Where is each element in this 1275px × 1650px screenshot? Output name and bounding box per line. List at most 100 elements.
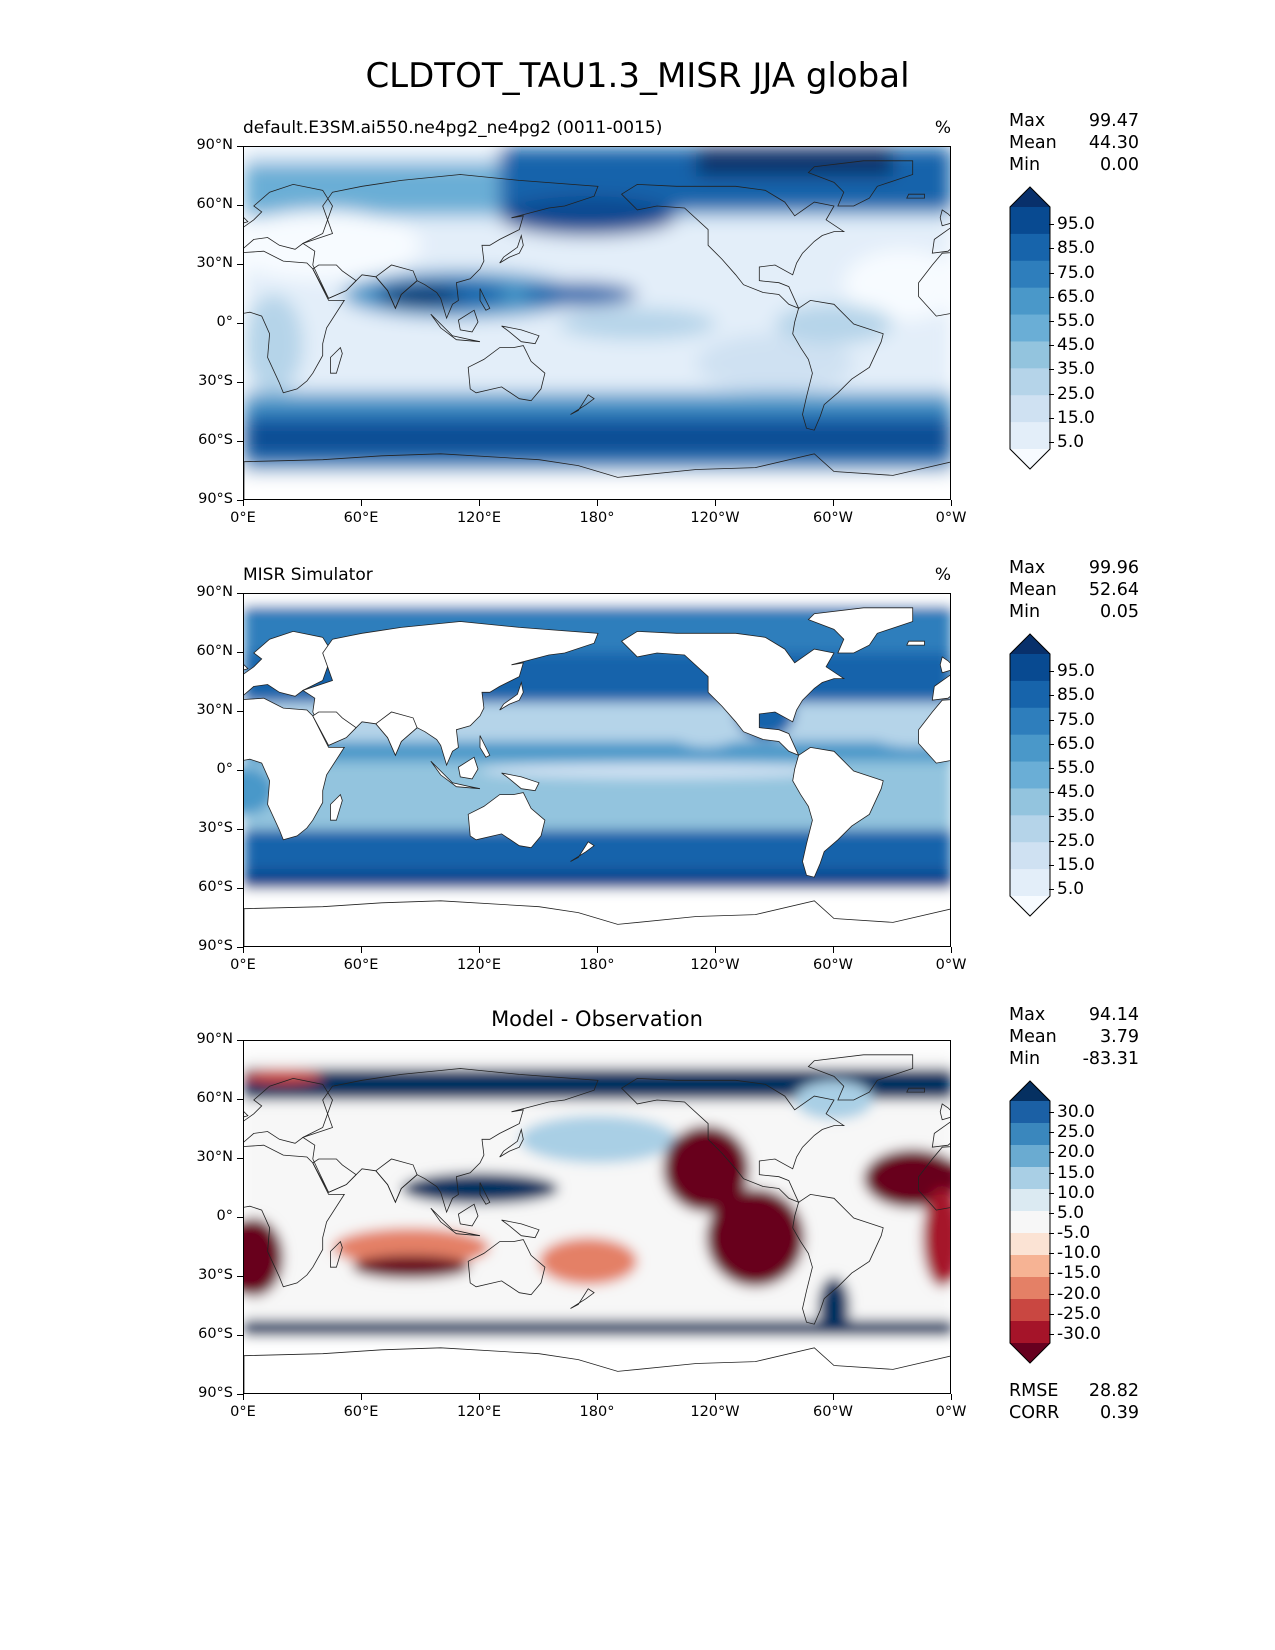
lon-tick-mark <box>833 500 835 506</box>
stat-value: 99.47 <box>1088 111 1139 131</box>
colorbar <box>1009 1080 1051 1364</box>
lat-tick-mark <box>237 593 243 595</box>
lon-tick-mark <box>361 947 363 953</box>
colorbar-tick <box>1049 792 1054 794</box>
stat-max: Max 99.96 <box>1009 557 1139 579</box>
colorbar-label: 65.0 <box>1057 733 1095 754</box>
metric-label: CORR <box>1009 1403 1060 1423</box>
lat-tick-mark <box>237 829 243 831</box>
stat-value: 52.64 <box>1088 580 1139 600</box>
colorbar <box>1009 633 1051 917</box>
lat-tick-mark <box>237 441 243 443</box>
panel-title: default.E3SM.ai550.ne4pg2_ne4pg2 (0011-0… <box>243 118 663 138</box>
stat-label: Min <box>1009 1049 1041 1069</box>
units-label: % <box>934 565 951 585</box>
lat-tick-mark <box>237 1099 243 1101</box>
lon-tick-mark <box>479 1394 481 1400</box>
lat-tick-label: 30°N <box>196 702 233 718</box>
colorbar-tick <box>1049 816 1054 818</box>
colorbar-tick <box>1049 695 1054 697</box>
stat-value: 0.00 <box>1100 155 1139 175</box>
metrics-block: RMSE 28.82 CORR 0.39 <box>1009 1380 1139 1424</box>
stat-value: -83.31 <box>1082 1049 1139 1069</box>
lat-tick-label: 30°N <box>196 255 233 271</box>
colorbar-label: 20.0 <box>1057 1142 1095 1163</box>
metric-label: RMSE <box>1009 1381 1059 1401</box>
colorbar-label: 25.0 <box>1057 830 1095 851</box>
colorbar-label: 55.0 <box>1057 757 1095 778</box>
lon-tick-label: 0°E <box>230 957 256 973</box>
stat-label: Min <box>1009 155 1041 175</box>
lat-tick-mark <box>237 1276 243 1278</box>
colorbar-tick <box>1049 417 1054 419</box>
colorbar-tick <box>1049 719 1054 721</box>
colorbar-tick <box>1049 369 1054 371</box>
lon-tick-label: 0°E <box>230 510 256 526</box>
colorbar-tick <box>1049 1112 1054 1114</box>
lon-tick-label: 60°E <box>343 957 379 973</box>
colorbar-label: 5.0 <box>1057 1202 1085 1223</box>
lon-tick-label: 60°E <box>343 510 379 526</box>
colorbar-tick <box>1049 888 1054 890</box>
lon-tick-label: 180° <box>579 1404 615 1420</box>
stat-max: Max 99.47 <box>1009 110 1139 132</box>
stat-min: Min 0.05 <box>1009 601 1139 623</box>
lon-tick-mark <box>243 947 245 953</box>
lon-tick-mark <box>833 1394 835 1400</box>
colorbar-label: -30.0 <box>1057 1323 1101 1344</box>
stat-max: Max 94.14 <box>1009 1004 1139 1026</box>
colorbar-label: 10.0 <box>1057 1182 1095 1203</box>
lat-tick-mark <box>237 1335 243 1337</box>
lon-tick-label: 180° <box>579 510 615 526</box>
lat-tick-mark <box>237 711 243 713</box>
stats-block: Max 99.96 Mean 52.64 Min 0.05 <box>1009 557 1139 623</box>
lat-tick-label: 90°N <box>196 584 233 600</box>
colorbar-label: 95.0 <box>1057 214 1095 235</box>
colorbar-tick <box>1049 320 1054 322</box>
colorbar-label: -20.0 <box>1057 1283 1101 1304</box>
colorbar-label: 45.0 <box>1057 782 1095 803</box>
stat-label: Max <box>1009 1005 1046 1025</box>
coastlines <box>244 607 950 946</box>
colorbar-tick <box>1049 393 1054 395</box>
stat-value: 94.14 <box>1088 1005 1139 1025</box>
lon-tick-mark <box>833 947 835 953</box>
lon-tick-mark <box>479 500 481 506</box>
colorbar-tick <box>1049 671 1054 673</box>
colorbar-label: 85.0 <box>1057 238 1095 259</box>
contour-field <box>244 147 950 499</box>
colorbar-label: 25.0 <box>1057 1122 1095 1143</box>
map-plot <box>244 1041 950 1393</box>
colorbar-tick <box>1049 767 1054 769</box>
stat-label: Max <box>1009 111 1046 131</box>
stats-block: Max 99.47 Mean 44.30 Min 0.00 <box>1009 110 1139 176</box>
stat-label: Mean <box>1009 1027 1057 1047</box>
lat-tick-label: 60°N <box>196 1090 233 1106</box>
lat-tick-label: 60°S <box>198 432 233 448</box>
lat-tick-label: 60°N <box>196 643 233 659</box>
lon-tick-mark <box>361 1394 363 1400</box>
lon-tick-mark <box>243 1394 245 1400</box>
colorbar-label: 15.0 <box>1057 854 1095 875</box>
lat-tick-label: 60°S <box>198 1326 233 1342</box>
lat-tick-label: 30°N <box>196 1149 233 1165</box>
lat-tick-label: 90°S <box>198 938 233 954</box>
stat-value: 44.30 <box>1088 133 1139 153</box>
colorbar-tick <box>1049 1313 1054 1315</box>
lat-tick-label: 90°N <box>196 1031 233 1047</box>
colorbar-label: 35.0 <box>1057 359 1095 380</box>
stat-rmse: RMSE 28.82 <box>1009 1380 1139 1402</box>
colorbar-label: 15.0 <box>1057 1162 1095 1183</box>
colorbar-label: 5.0 <box>1057 431 1085 452</box>
lon-tick-label: 0°E <box>230 1404 256 1420</box>
lon-tick-label: 120°E <box>456 1404 502 1420</box>
map-frame <box>243 1040 951 1394</box>
lat-tick-label: 90°S <box>198 1385 233 1401</box>
colorbar-tick <box>1049 1152 1054 1154</box>
map-plot <box>244 147 950 499</box>
stat-label: Mean <box>1009 133 1057 153</box>
lon-tick-mark <box>361 500 363 506</box>
stat-label: Min <box>1009 602 1041 622</box>
lat-tick-label: 30°S <box>198 820 233 836</box>
stat-value: 0.05 <box>1100 602 1139 622</box>
